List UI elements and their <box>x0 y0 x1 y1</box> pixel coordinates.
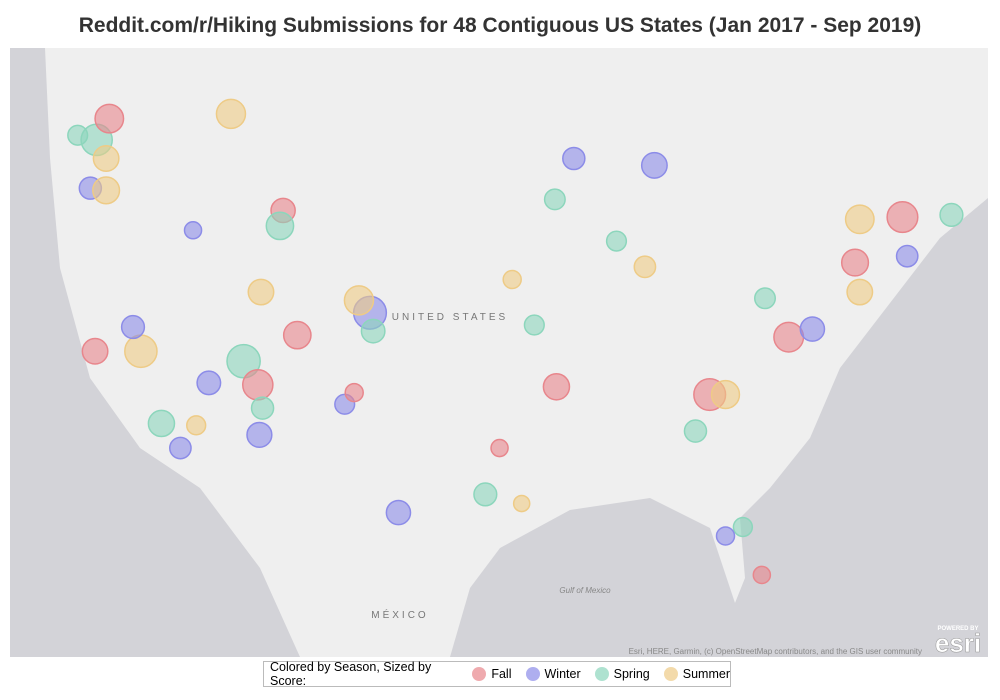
logo: esri <box>935 628 981 657</box>
legend-title: Colored by Season, Sized by Score: <box>270 660 432 688</box>
submission-point <box>683 419 708 443</box>
legend-swatch <box>472 667 487 681</box>
legend-label: Winter <box>544 667 581 681</box>
submission-point <box>147 409 176 438</box>
legend-label: Summer <box>682 667 730 681</box>
country-label: MÉXICO <box>371 608 428 621</box>
legend-swatch <box>525 667 540 681</box>
submission-point <box>715 526 736 546</box>
logo-top: POWERED BY <box>937 626 978 632</box>
submission-point <box>226 343 261 379</box>
water-label: Gulf of Mexico <box>559 586 611 595</box>
submission-point <box>799 316 826 342</box>
submission-point <box>542 372 571 401</box>
submission-point <box>124 334 158 369</box>
submission-point <box>282 320 312 350</box>
legend-swatch <box>663 667 678 681</box>
submission-point <box>710 379 741 410</box>
submission-point <box>196 370 222 396</box>
submission-point <box>92 176 121 205</box>
legend: Colored by Season, Sized by Score: Fall W… <box>263 660 731 688</box>
submission-point <box>94 103 125 134</box>
submission-point <box>523 314 545 336</box>
submission-point <box>543 188 566 211</box>
gulf-of-california <box>170 468 240 598</box>
legend-swatch <box>594 667 609 681</box>
submission-point <box>250 396 275 420</box>
legend-item: Summer <box>663 667 730 681</box>
submission-point <box>512 494 531 513</box>
submission-point <box>92 145 120 172</box>
submission-point <box>385 499 412 526</box>
submission-point <box>242 369 274 401</box>
submission-point <box>343 285 375 316</box>
submission-point <box>633 255 657 279</box>
country-label: UNITED STATES <box>392 312 508 323</box>
submission-point <box>844 204 875 235</box>
submission-point <box>215 98 247 130</box>
map-title: Reddit.com/r/Hiking Submissions for 48 C… <box>78 14 922 37</box>
submission-point <box>344 382 364 403</box>
submission-point <box>502 269 522 290</box>
submission-point <box>265 211 295 241</box>
submission-point <box>186 415 207 436</box>
legend-item: Fall <box>472 667 512 681</box>
submission-point <box>183 220 203 240</box>
submission-point <box>732 516 754 538</box>
submission-point <box>752 565 772 585</box>
submission-point <box>886 201 919 234</box>
submission-point <box>605 230 628 252</box>
legend-item: Spring <box>594 667 650 681</box>
points <box>67 98 964 585</box>
submission-point <box>473 482 498 507</box>
submission-point <box>81 337 109 365</box>
submission-point <box>640 151 668 179</box>
legend-label: Spring <box>613 667 650 681</box>
submission-point <box>67 124 89 146</box>
submission-point <box>773 321 805 353</box>
submission-point <box>120 314 146 340</box>
attribution: Esri, HERE, Garmin, (c) OpenStreetMap co… <box>629 647 922 656</box>
submission-point <box>360 318 386 344</box>
map: UNITED STATES MÉXICO Gulf of Mexico Esri… <box>10 48 988 657</box>
submission-point <box>840 248 870 277</box>
submission-point <box>246 421 273 449</box>
submission-point <box>247 278 275 306</box>
submission-point <box>490 438 509 458</box>
submission-point <box>846 278 874 306</box>
submission-point <box>562 146 586 171</box>
submission-point <box>169 436 192 460</box>
legend-item: Winter <box>525 667 581 681</box>
legend-label: Fall <box>491 667 512 681</box>
submission-point <box>753 287 777 310</box>
submission-point <box>895 244 919 268</box>
submission-point <box>939 202 964 228</box>
